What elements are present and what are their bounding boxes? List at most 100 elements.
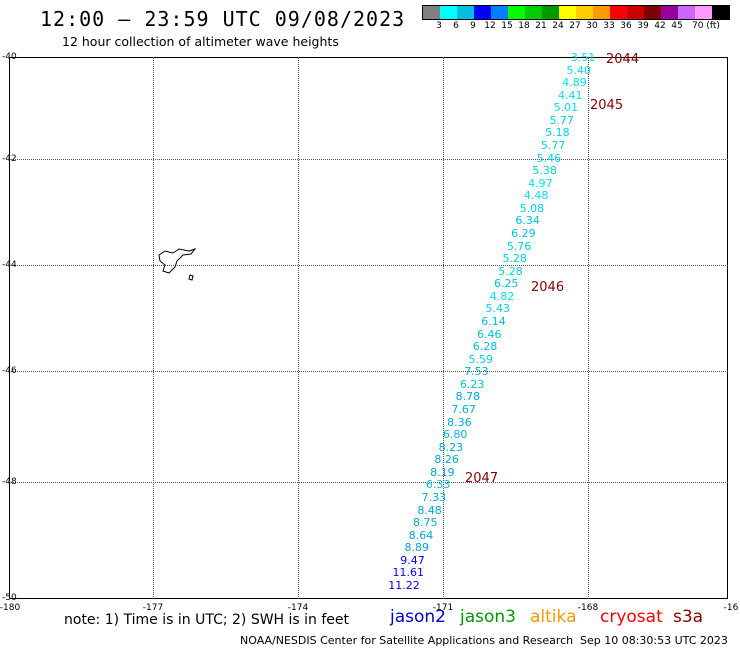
wave-height-label: 6.80 <box>442 428 468 442</box>
wave-height-label: 4.89 <box>562 76 587 90</box>
wave-height-label: 7.53 <box>464 365 489 379</box>
footer-credit: NOAA/NESDIS Center for Satellite Applica… <box>240 634 574 647</box>
wave-height-label: 5.08 <box>519 201 545 215</box>
wave-height-label: 6.29 <box>511 227 536 240</box>
wave-height-label: 11.61 <box>392 566 425 580</box>
wave-height-label: 8.19 <box>430 465 455 479</box>
cycle-label: 2047 <box>465 471 499 486</box>
color-scale-swatch <box>542 6 559 19</box>
wave-height-label: 5.77 <box>540 139 566 152</box>
footer: NOAA/NESDIS Center for Satellite Applica… <box>240 634 728 647</box>
satellite-jason3: jason3 <box>460 607 516 627</box>
wave-height-label: 7.67 <box>451 403 476 416</box>
grid-line-y <box>9 159 728 160</box>
color-scale-label: 18 <box>518 21 530 31</box>
wave-height-label: 5.40 <box>566 63 591 77</box>
color-scale-swatch <box>678 6 695 19</box>
color-scale-label: 6 <box>453 21 459 31</box>
color-scale-swatch <box>695 6 712 19</box>
wave-height-label: 6.14 <box>481 315 506 328</box>
cycle-label: 2046 <box>531 280 565 295</box>
wave-height-label: 6.46 <box>476 327 502 341</box>
wave-height-label: 6.34 <box>515 214 540 228</box>
grid-line-x <box>588 57 589 599</box>
color-scale-label: 21 <box>535 21 547 31</box>
wave-height-label: 6.25 <box>494 277 519 291</box>
x-tick-label: -180 <box>0 603 21 613</box>
y-tick-label: -50 <box>2 593 17 603</box>
wave-height-label: 5.46 <box>536 151 562 165</box>
color-scale-label: 30 <box>586 21 598 31</box>
satellite-s3a: s3a <box>673 607 704 627</box>
wave-height-label: 9.47 <box>400 553 425 567</box>
color-scale-labels: 3 6 9 12 15 18 21 24 27 30 33 36 39 42 45 70 (ft) <box>422 20 730 34</box>
satellite-altika: altika <box>530 607 577 627</box>
wave-height-label: 8.48 <box>417 503 442 517</box>
wave-height-label: 5.43 <box>485 302 511 316</box>
grid-line-x <box>153 57 154 599</box>
wave-height-label: 3.51 <box>570 51 596 64</box>
wave-height-label: 8.75 <box>413 516 438 530</box>
wave-height-label: 8.78 <box>455 390 481 404</box>
color-scale-swatch <box>440 6 457 19</box>
chart-subtitle: 12 hour collection of altimeter wave hei… <box>62 34 339 49</box>
wave-height-label: 7.33 <box>421 491 447 504</box>
color-scale-swatch <box>457 6 474 19</box>
x-tick-label: -16 <box>723 603 739 613</box>
cycle-label: 2044 <box>606 52 640 67</box>
wave-height-label: 8.64 <box>408 528 434 542</box>
color-scale-swatch <box>423 6 440 19</box>
wave-height-label: 4.41 <box>557 88 583 102</box>
wave-height-label: 6.23 <box>459 377 485 391</box>
color-scale-label: 42 <box>654 21 666 31</box>
grid-line-y <box>9 482 728 483</box>
color-scale-swatch <box>474 6 491 19</box>
grid-line-x <box>443 57 444 599</box>
grid-line-x <box>298 57 299 599</box>
wave-height-label: 5.76 <box>506 239 532 253</box>
grid-line-y <box>9 265 728 266</box>
y-tick-label: -42 <box>2 154 17 164</box>
cycle-label: 2045 <box>590 98 624 113</box>
color-scale-label: 45 <box>671 21 683 31</box>
wave-height-label: 4.48 <box>523 189 549 203</box>
chart-title: 12:00 – 23:59 UTC 09/08/2023 <box>40 7 406 31</box>
x-tick-label: -177 <box>142 603 164 613</box>
color-scale-label: 36 <box>620 21 632 31</box>
color-scale-swatch <box>508 6 525 19</box>
color-scale-swatch <box>661 6 678 19</box>
wave-height-label: 5.28 <box>498 264 523 278</box>
wave-height-label: 4.82 <box>489 289 515 303</box>
color-scale-swatch <box>712 6 729 19</box>
color-scale-label: 24 <box>552 21 564 31</box>
wave-height-label: 8.26 <box>434 453 459 467</box>
island-outline <box>158 247 197 281</box>
x-tick-label: -168 <box>577 603 599 613</box>
wave-height-label: 5.18 <box>545 126 570 140</box>
wave-height-label: 8.89 <box>404 541 430 555</box>
wave-height-label: 6.33 <box>425 478 451 492</box>
wave-height-label: 4.97 <box>528 176 553 190</box>
color-scale-swatch <box>525 6 542 19</box>
color-scale-label: 15 <box>501 21 513 31</box>
satellite-jason2: jason2 <box>390 607 446 627</box>
y-tick-label: -48 <box>2 477 17 487</box>
x-tick-label: -171 <box>432 603 454 613</box>
color-scale-swatch <box>610 6 627 19</box>
grid-line-y <box>9 371 728 372</box>
color-scale-swatch <box>593 6 610 19</box>
color-scale-label: 3 <box>436 21 442 31</box>
color-scale-legend: 3 6 9 12 15 18 21 24 27 30 33 36 39 42 45 70 (ft) <box>422 5 730 34</box>
y-tick-label: -44 <box>2 260 17 270</box>
wave-height-label: 11.22 <box>388 579 420 592</box>
note-text: note: 1) Time is in UTC; 2) SWH is in fe… <box>64 612 350 628</box>
wave-height-label: 8.36 <box>447 415 472 429</box>
wave-height-label: 8.23 <box>438 440 464 454</box>
color-scale-boxes <box>422 5 730 20</box>
wave-height-label: 6.28 <box>472 340 498 354</box>
y-tick-label: -46 <box>2 366 17 376</box>
color-scale-label: 27 <box>569 21 581 31</box>
x-tick-label: -174 <box>287 603 309 613</box>
color-scale-swatch <box>644 6 661 19</box>
color-scale-label: 9 <box>470 21 476 31</box>
